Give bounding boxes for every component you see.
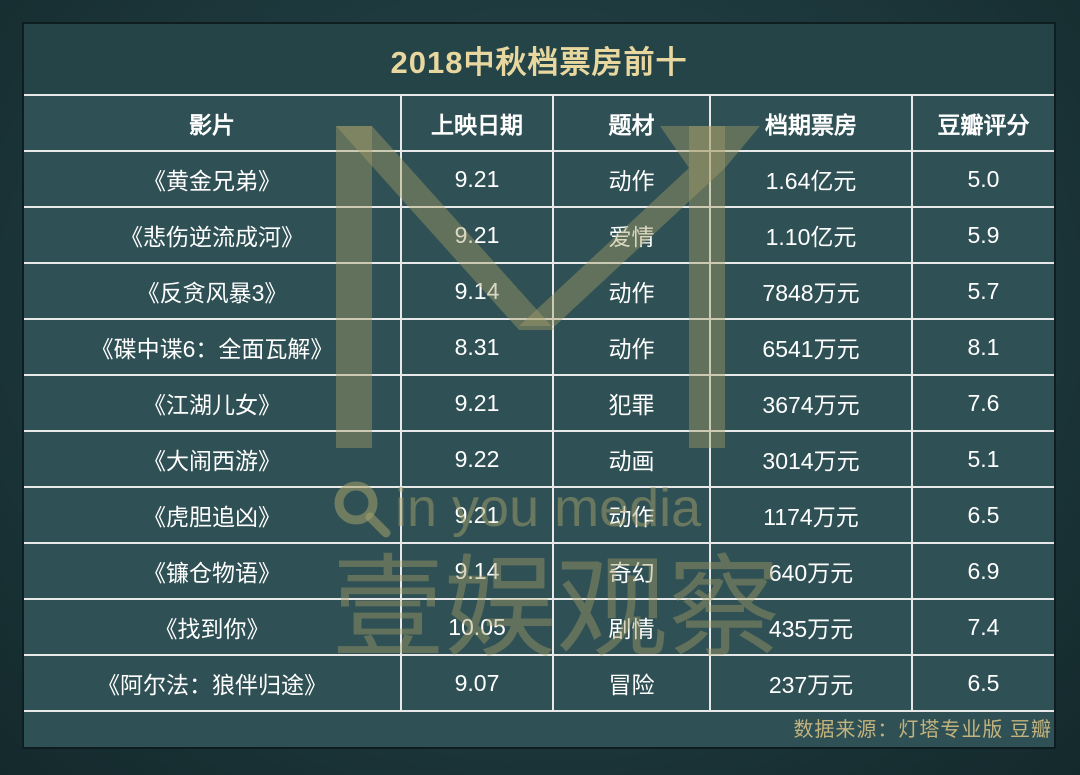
cell-box-office: 7848万元 <box>709 262 913 320</box>
cell-box-office: 1174万元 <box>709 486 913 544</box>
cell-date: 9.21 <box>400 486 554 544</box>
cell-date: 8.31 <box>400 318 554 376</box>
cell-score: 5.9 <box>911 206 1054 264</box>
cell-score: 7.6 <box>911 374 1054 432</box>
cell-score: 5.7 <box>911 262 1054 320</box>
table-row: 《阿尔法：狼伴归途》 9.07 冒险 237万元 6.5 <box>24 654 1054 712</box>
cell-genre: 动画 <box>552 430 711 488</box>
cell-film: 《镰仓物语》 <box>24 542 402 600</box>
table-row: 《悲伤逆流成河》 9.21 爱情 1.10亿元 5.9 <box>24 206 1054 264</box>
cell-film: 《悲伤逆流成河》 <box>24 206 402 264</box>
cell-box-office: 237万元 <box>709 654 913 712</box>
header-douban-score: 豆瓣评分 <box>911 94 1054 152</box>
cell-score: 6.9 <box>911 542 1054 600</box>
cell-date: 9.14 <box>400 262 554 320</box>
cell-date: 9.21 <box>400 150 554 208</box>
cell-film: 《黄金兄弟》 <box>24 150 402 208</box>
header-release-date: 上映日期 <box>400 94 554 152</box>
cell-genre: 剧情 <box>552 598 711 656</box>
table-row: 《找到你》 10.05 剧情 435万元 7.4 <box>24 598 1054 656</box>
header-box-office: 档期票房 <box>709 94 913 152</box>
cell-date: 9.22 <box>400 430 554 488</box>
cell-film: 《阿尔法：狼伴归途》 <box>24 654 402 712</box>
cell-box-office: 3014万元 <box>709 430 913 488</box>
header-film: 影片 <box>24 94 402 152</box>
cell-box-office: 640万元 <box>709 542 913 600</box>
table-header-row: 影片 上映日期 题材 档期票房 豆瓣评分 <box>24 94 1054 152</box>
cell-genre: 犯罪 <box>552 374 711 432</box>
cell-film: 《找到你》 <box>24 598 402 656</box>
cell-score: 6.5 <box>911 654 1054 712</box>
cell-score: 5.0 <box>911 150 1054 208</box>
cell-genre: 动作 <box>552 318 711 376</box>
cell-date: 9.14 <box>400 542 554 600</box>
cell-genre: 动作 <box>552 150 711 208</box>
data-source-note: 数据来源：灯塔专业版 豆瓣 <box>793 719 1052 741</box>
cell-film: 《碟中谍6：全面瓦解》 <box>24 318 402 376</box>
cell-box-office: 3674万元 <box>709 374 913 432</box>
cell-box-office: 1.64亿元 <box>709 150 913 208</box>
cell-score: 6.5 <box>911 486 1054 544</box>
table-row: 《镰仓物语》 9.14 奇幻 640万元 6.9 <box>24 542 1054 600</box>
page-title: 2018中秋档票房前十 <box>390 44 688 80</box>
cell-genre: 奇幻 <box>552 542 711 600</box>
cell-film: 《虎胆追凶》 <box>24 486 402 544</box>
cell-film: 《江湖儿女》 <box>24 374 402 432</box>
table-row: 《虎胆追凶》 9.21 动作 1174万元 6.5 <box>24 486 1054 544</box>
table-row: 《黄金兄弟》 9.21 动作 1.64亿元 5.0 <box>24 150 1054 208</box>
table-row: 《碟中谍6：全面瓦解》 8.31 动作 6541万元 8.1 <box>24 318 1054 376</box>
table-row: 《江湖儿女》 9.21 犯罪 3674万元 7.6 <box>24 374 1054 432</box>
cell-date: 9.07 <box>400 654 554 712</box>
cell-date: 9.21 <box>400 206 554 264</box>
header-genre: 题材 <box>552 94 711 152</box>
cell-date: 9.21 <box>400 374 554 432</box>
box-office-table: 影片 上映日期 题材 档期票房 豆瓣评分 《黄金兄弟》 9.21 动作 1.64… <box>24 94 1054 712</box>
cell-box-office: 435万元 <box>709 598 913 656</box>
cell-genre: 爱情 <box>552 206 711 264</box>
title-bar: 2018中秋档票房前十 <box>24 24 1054 96</box>
cell-genre: 动作 <box>552 486 711 544</box>
cell-genre: 动作 <box>552 262 711 320</box>
cell-genre: 冒险 <box>552 654 711 712</box>
cell-box-office: 6541万元 <box>709 318 913 376</box>
cell-date: 10.05 <box>400 598 554 656</box>
cell-score: 7.4 <box>911 598 1054 656</box>
cell-film: 《反贪风暴3》 <box>24 262 402 320</box>
table-frame: 2018中秋档票房前十 影片 上映日期 题材 档期票房 豆瓣评分 《黄金兄弟》 … <box>22 22 1056 749</box>
cell-score: 5.1 <box>911 430 1054 488</box>
cell-box-office: 1.10亿元 <box>709 206 913 264</box>
cell-score: 8.1 <box>911 318 1054 376</box>
table-row: 《反贪风暴3》 9.14 动作 7848万元 5.7 <box>24 262 1054 320</box>
cell-film: 《大闹西游》 <box>24 430 402 488</box>
table-row: 《大闹西游》 9.22 动画 3014万元 5.1 <box>24 430 1054 488</box>
